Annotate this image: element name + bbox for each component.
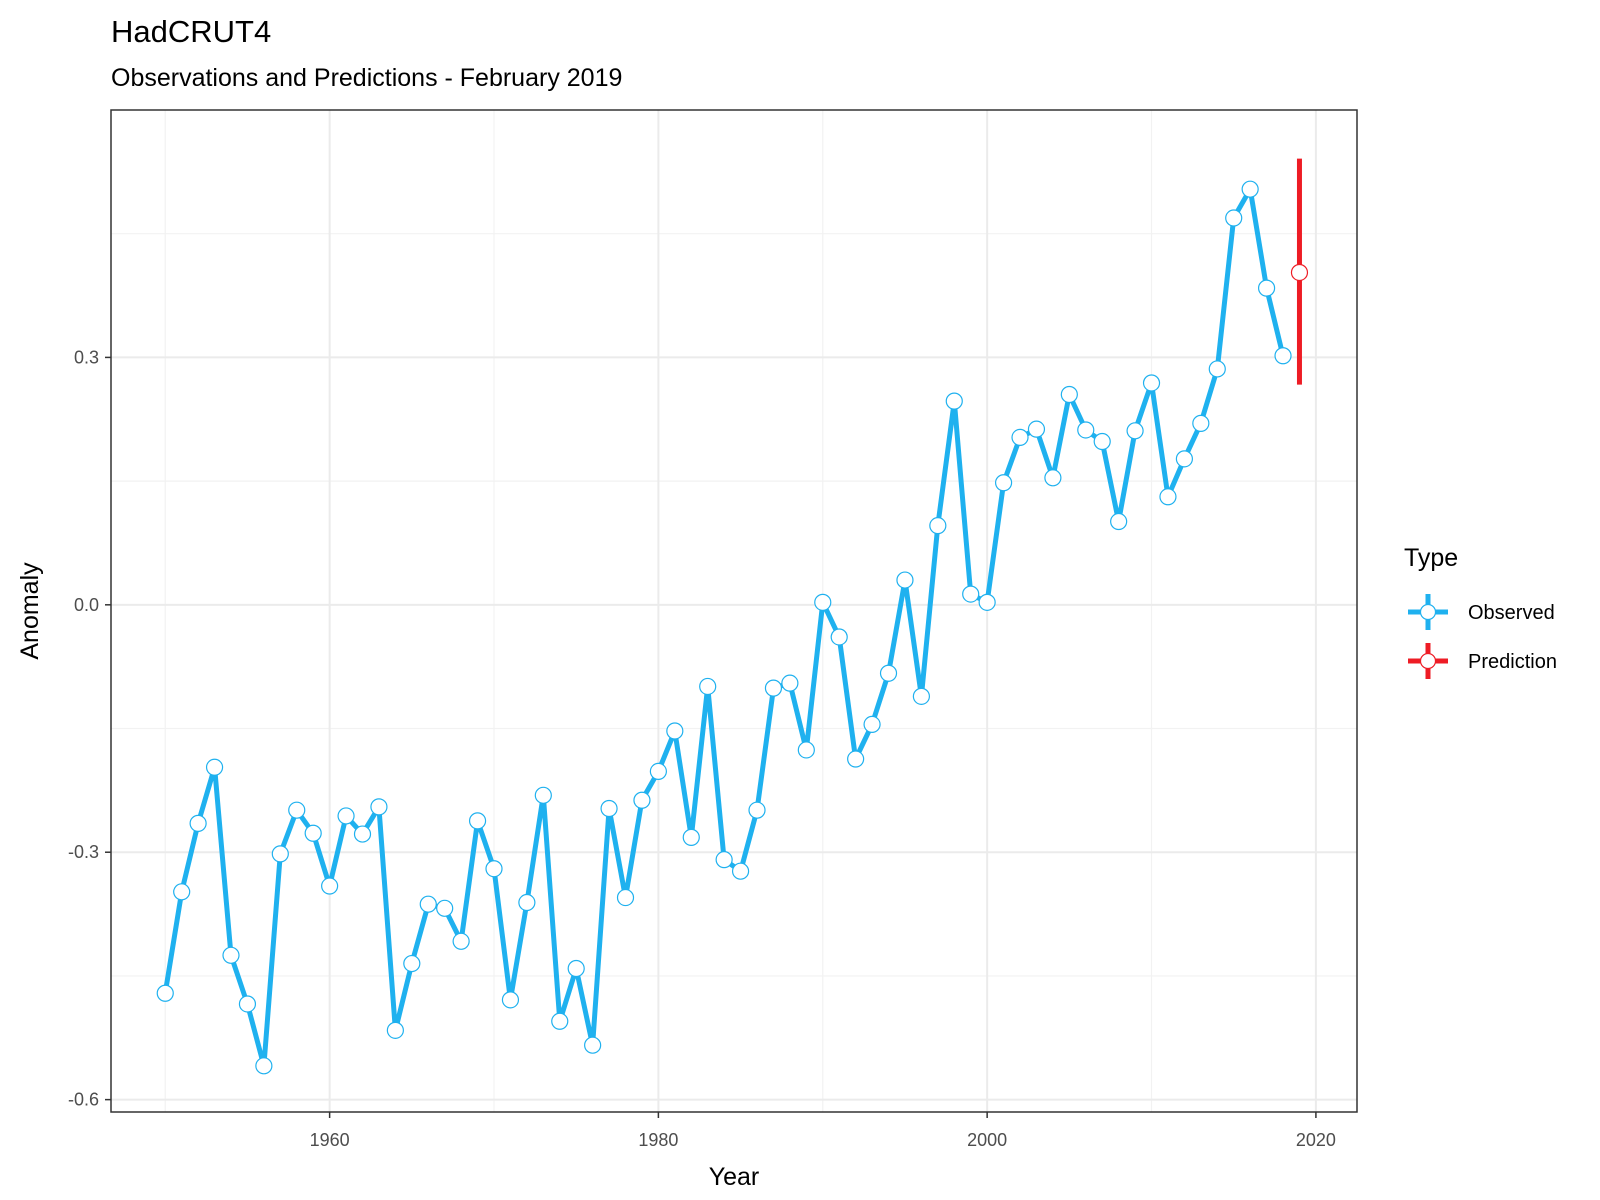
legend-key-observed <box>1408 594 1448 630</box>
observed-point <box>699 677 717 696</box>
observed-point <box>781 674 799 692</box>
gridlines <box>111 110 1357 1112</box>
observed-point <box>1011 428 1029 447</box>
legend-label-prediction: Prediction <box>1468 651 1557 673</box>
observed-point <box>534 786 552 804</box>
observed-point <box>1027 420 1046 438</box>
x-axis: 1960 1980 2000 2020 <box>310 1112 1336 1150</box>
observed-point <box>370 798 388 816</box>
observed-point <box>1159 488 1177 506</box>
observed-point <box>452 932 470 950</box>
observed-point <box>912 687 930 705</box>
observed-point <box>847 750 865 768</box>
prediction-point <box>1290 263 1309 282</box>
observed-point <box>600 799 618 818</box>
observed-point <box>189 814 207 832</box>
observed-point <box>584 1036 602 1054</box>
observed-point <box>682 828 700 846</box>
observed-point <box>1192 414 1210 432</box>
observed-point <box>1110 512 1128 531</box>
observed-point <box>879 664 898 682</box>
x-tick-label: 2000 <box>967 1130 1007 1150</box>
legend-key-prediction <box>1408 643 1448 679</box>
observed-point <box>1208 360 1226 378</box>
observed-point <box>403 954 421 973</box>
legend-title: Type <box>1404 544 1458 572</box>
observed-point <box>863 715 881 733</box>
observed-point <box>501 991 520 1009</box>
observed-point <box>1225 209 1243 227</box>
observed-point <box>419 895 437 913</box>
legend: Type Observed Prediction <box>1404 544 1557 679</box>
observed-point <box>1060 385 1078 404</box>
observed-point <box>666 722 684 740</box>
observed-point <box>929 517 947 535</box>
y-axis-title: Anomaly <box>16 562 44 660</box>
observed-point <box>1175 450 1194 468</box>
observed-point <box>386 1021 404 1039</box>
observed-point <box>1093 432 1111 451</box>
observed-point <box>321 877 339 895</box>
observed-point <box>304 824 322 842</box>
observed-point <box>1274 347 1292 365</box>
x-tick-label: 2020 <box>1296 1130 1336 1150</box>
observed-point <box>1126 422 1144 440</box>
observed-point <box>255 1057 273 1075</box>
observed-point <box>1257 279 1276 297</box>
observed-point <box>1077 421 1095 439</box>
observed-point <box>436 899 454 917</box>
observed-point <box>551 1012 569 1030</box>
observed-point <box>797 741 815 759</box>
observed-point <box>156 984 174 1002</box>
observed-point <box>468 812 487 830</box>
observed-point <box>518 893 536 912</box>
legend-key-prediction-point <box>1419 652 1437 670</box>
observed-point <box>616 888 635 907</box>
observed-point <box>485 860 503 878</box>
observed-point <box>814 593 832 611</box>
chart-title: HadCRUT4 <box>111 14 271 49</box>
legend-label-observed: Observed <box>1468 602 1555 624</box>
y-tick-label: 0.0 <box>74 595 99 615</box>
observed-point <box>271 845 289 863</box>
observed-point <box>205 758 224 776</box>
observed-point <box>830 628 848 646</box>
chart-subtitle: Observations and Predictions - February … <box>111 64 622 92</box>
y-tick-label: -0.3 <box>68 842 99 862</box>
observed-point <box>222 946 240 964</box>
x-axis-title: Year <box>709 1163 760 1191</box>
observed-point <box>567 959 585 978</box>
observed-point <box>896 571 914 589</box>
observed-point <box>173 883 191 901</box>
observed-point <box>978 593 996 611</box>
observed-point <box>764 679 783 697</box>
observed-point <box>731 862 750 880</box>
observed-point <box>994 474 1013 492</box>
y-axis: -0.6 -0.3 0.0 0.3 <box>68 347 111 1110</box>
observed-point <box>337 807 355 825</box>
observed-point <box>1241 180 1259 198</box>
observed-point <box>715 851 733 869</box>
observed-point <box>238 995 257 1013</box>
observed-point <box>945 392 963 410</box>
series-layer <box>156 158 1309 1075</box>
legend-key-observed-point <box>1419 603 1437 621</box>
observed-point <box>633 791 651 809</box>
plot-panel-border <box>110 109 1358 1113</box>
x-tick-label: 1960 <box>310 1130 350 1150</box>
observed-point <box>1142 374 1161 392</box>
observed-point <box>962 585 980 603</box>
y-tick-label: 0.3 <box>74 347 99 367</box>
observed-point <box>353 825 372 843</box>
x-tick-label: 1980 <box>638 1130 678 1150</box>
observed-point <box>288 801 306 819</box>
observed-point <box>649 762 667 781</box>
observed-point <box>748 801 766 819</box>
y-tick-label: -0.6 <box>68 1090 99 1110</box>
observed-point <box>1044 469 1062 487</box>
